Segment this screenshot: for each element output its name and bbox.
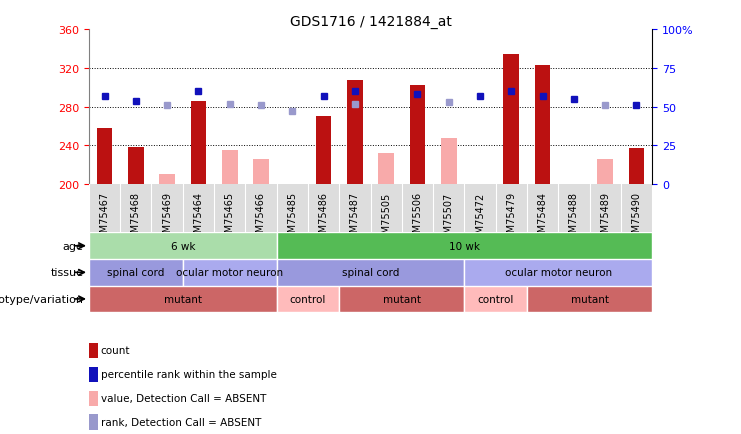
Text: GSM75467: GSM75467 bbox=[99, 192, 110, 245]
Text: GSM75464: GSM75464 bbox=[193, 192, 204, 245]
Text: GSM75505: GSM75505 bbox=[381, 192, 391, 245]
Bar bbox=[89, 260, 183, 286]
Bar bbox=[276, 286, 339, 312]
Bar bbox=[89, 233, 276, 260]
Bar bbox=[128, 148, 144, 185]
Bar bbox=[597, 160, 613, 185]
Bar bbox=[379, 154, 394, 185]
Bar bbox=[253, 160, 269, 185]
Text: GSM75489: GSM75489 bbox=[600, 192, 610, 245]
Text: GSM75487: GSM75487 bbox=[350, 192, 360, 245]
Title: GDS1716 / 1421884_at: GDS1716 / 1421884_at bbox=[290, 15, 451, 30]
Text: count: count bbox=[101, 346, 130, 355]
Text: rank, Detection Call = ABSENT: rank, Detection Call = ABSENT bbox=[101, 418, 261, 427]
Text: GSM75472: GSM75472 bbox=[475, 192, 485, 245]
Bar bbox=[190, 102, 206, 185]
Bar bbox=[183, 260, 276, 286]
Bar bbox=[339, 286, 465, 312]
Text: GSM75484: GSM75484 bbox=[537, 192, 548, 245]
Bar bbox=[97, 129, 113, 185]
Text: GSM75479: GSM75479 bbox=[506, 192, 516, 245]
Bar bbox=[410, 85, 425, 185]
Bar bbox=[276, 260, 465, 286]
Bar bbox=[527, 286, 652, 312]
Text: 10 wk: 10 wk bbox=[449, 241, 480, 251]
Text: control: control bbox=[477, 294, 514, 304]
Text: GSM75486: GSM75486 bbox=[319, 192, 328, 245]
Text: 6 wk: 6 wk bbox=[170, 241, 195, 251]
Bar bbox=[276, 233, 652, 260]
Bar bbox=[159, 175, 175, 185]
Text: control: control bbox=[290, 294, 326, 304]
Bar bbox=[316, 117, 331, 185]
Bar bbox=[628, 149, 644, 185]
Bar bbox=[347, 81, 362, 185]
Text: mutant: mutant bbox=[383, 294, 421, 304]
Bar bbox=[441, 138, 456, 185]
Text: GSM75465: GSM75465 bbox=[225, 192, 235, 245]
Bar bbox=[503, 55, 519, 185]
Text: age: age bbox=[62, 241, 83, 251]
Text: genotype/variation: genotype/variation bbox=[0, 294, 83, 304]
Text: ocular motor neuron: ocular motor neuron bbox=[176, 268, 283, 278]
Text: GSM75468: GSM75468 bbox=[131, 192, 141, 245]
Text: ocular motor neuron: ocular motor neuron bbox=[505, 268, 612, 278]
Text: GSM75507: GSM75507 bbox=[444, 192, 453, 245]
Text: spinal cord: spinal cord bbox=[342, 268, 399, 278]
Bar bbox=[465, 286, 527, 312]
Bar bbox=[222, 151, 238, 185]
Text: GSM75485: GSM75485 bbox=[288, 192, 297, 245]
Text: GSM75469: GSM75469 bbox=[162, 192, 172, 245]
Text: GSM75506: GSM75506 bbox=[413, 192, 422, 245]
Bar bbox=[535, 66, 551, 185]
Text: GSM75490: GSM75490 bbox=[631, 192, 642, 245]
Text: value, Detection Call = ABSENT: value, Detection Call = ABSENT bbox=[101, 394, 266, 403]
Text: GSM75466: GSM75466 bbox=[256, 192, 266, 245]
Bar bbox=[89, 286, 276, 312]
Text: mutant: mutant bbox=[164, 294, 202, 304]
Text: spinal cord: spinal cord bbox=[107, 268, 165, 278]
Text: percentile rank within the sample: percentile rank within the sample bbox=[101, 370, 276, 379]
Text: mutant: mutant bbox=[571, 294, 608, 304]
Text: tissue: tissue bbox=[50, 268, 83, 278]
Text: GSM75488: GSM75488 bbox=[569, 192, 579, 245]
Bar bbox=[465, 260, 652, 286]
